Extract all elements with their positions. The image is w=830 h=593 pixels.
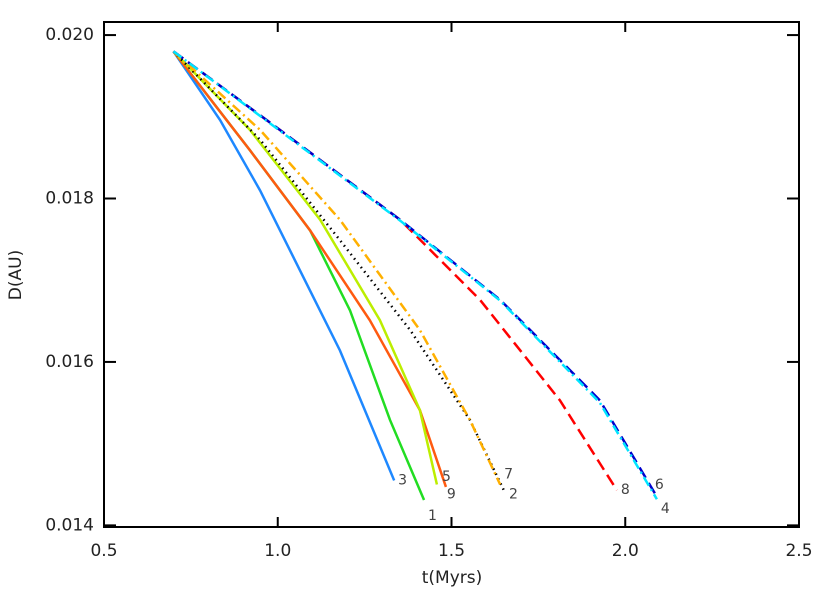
series-label: 3 (398, 472, 407, 488)
x-tick-label: 0.5 (90, 541, 117, 561)
series-line (172, 50, 396, 481)
series-label: 8 (621, 482, 630, 498)
series-label: 1 (428, 508, 437, 524)
series-line (172, 50, 426, 501)
series-label: 7 (504, 467, 513, 483)
y-axis-label: D(AU) (6, 250, 26, 300)
x-axis-label: t(Myrs) (422, 568, 483, 588)
series-line (172, 50, 658, 498)
series-line (172, 50, 502, 486)
series-line (172, 50, 507, 494)
y-tick-label: 0.014 (45, 515, 94, 535)
series-line (172, 50, 658, 500)
series-line (172, 50, 448, 488)
series-label: 4 (661, 501, 670, 517)
y-tick-label: 0.016 (45, 352, 94, 372)
x-tick-label: 2.0 (612, 541, 639, 561)
series-label: 2 (509, 487, 518, 503)
x-tick-label: 1.0 (264, 541, 291, 561)
series-line (172, 50, 439, 485)
series-line (172, 50, 618, 491)
series-label: 5 (442, 469, 451, 485)
x-tick-label: 2.5 (785, 541, 812, 561)
series-label: 6 (655, 477, 664, 493)
y-tick-label: 0.020 (45, 25, 94, 45)
y-tick-label: 0.018 (45, 189, 94, 209)
series-label: 9 (447, 487, 456, 503)
x-tick-label: 1.5 (438, 541, 465, 561)
